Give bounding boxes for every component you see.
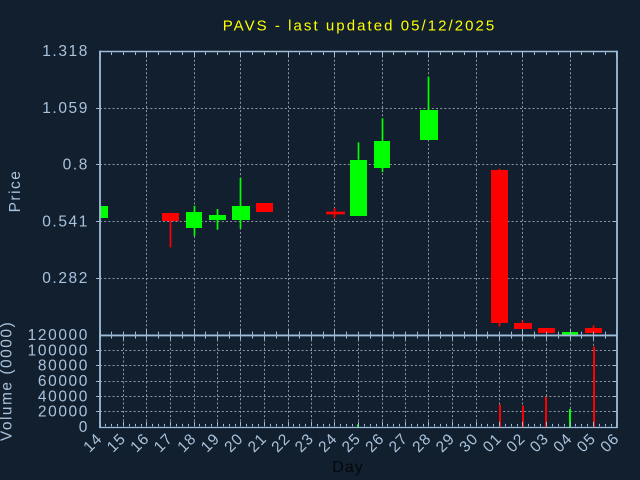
svg-text:20000: 20000 [38, 404, 89, 421]
svg-text:0: 0 [79, 419, 89, 436]
svg-text:0.8: 0.8 [63, 157, 89, 174]
svg-text:0.282: 0.282 [42, 270, 89, 287]
svg-text:60000: 60000 [38, 373, 89, 390]
svg-text:120000: 120000 [28, 327, 89, 344]
svg-text:0.541: 0.541 [42, 213, 89, 230]
svg-text:Day: Day [332, 459, 363, 476]
svg-text:1.059: 1.059 [42, 100, 89, 117]
svg-text:40000: 40000 [38, 388, 89, 405]
svg-text:PAVS - last updated 05/12/2025: PAVS - last updated 05/12/2025 [223, 18, 497, 35]
svg-text:Price: Price [7, 170, 24, 213]
svg-text:Volume (0000): Volume (0000) [0, 321, 16, 441]
svg-text:100000: 100000 [28, 342, 89, 359]
svg-text:80000: 80000 [38, 358, 89, 375]
svg-text:1.318: 1.318 [42, 43, 89, 60]
